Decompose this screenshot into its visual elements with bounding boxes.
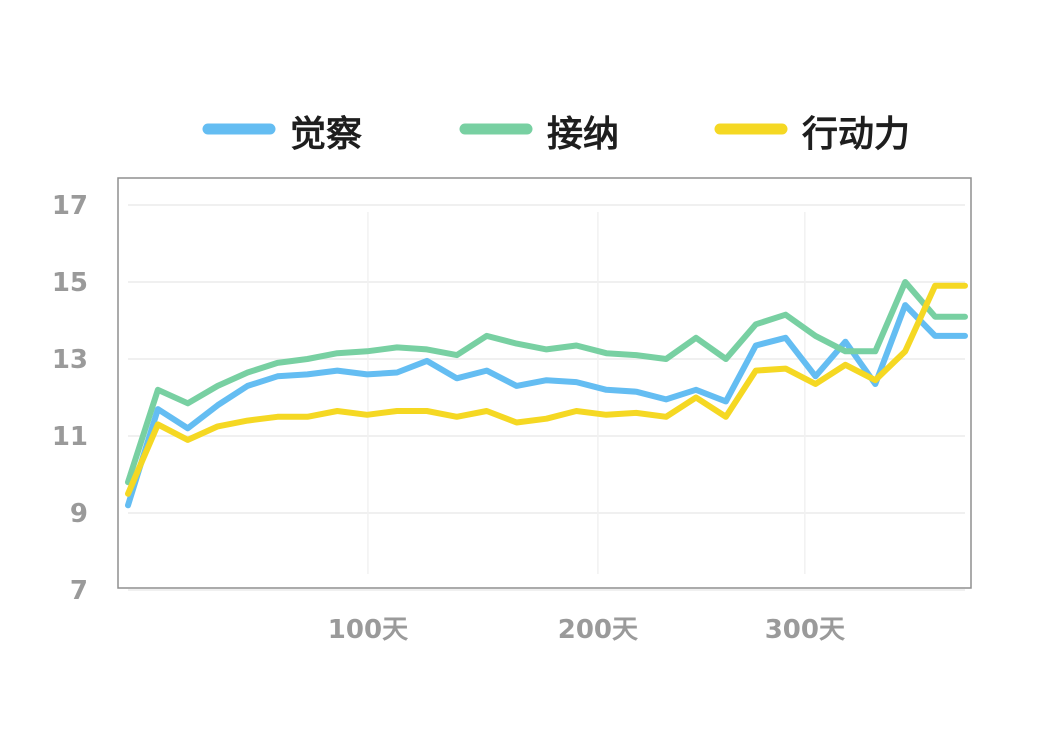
y-tick-label: 13 <box>52 345 88 375</box>
chart-legend: 觉察 接纳 行动力 <box>202 114 910 155</box>
legend-label: 接纳 <box>547 114 619 155</box>
series-line-0 <box>125 302 968 509</box>
x-tick-label: 300天 <box>765 615 845 645</box>
chart-grid <box>128 204 965 591</box>
x-axis: 100天 200天 300天 <box>328 615 845 645</box>
plot-frame <box>117 177 972 589</box>
y-tick-label: 11 <box>52 422 88 452</box>
series-line-1 <box>125 279 968 486</box>
series-lines <box>125 279 968 509</box>
y-axis: 7 9 11 13 15 17 <box>52 191 88 606</box>
legend-label: 行动力 <box>802 114 910 155</box>
legend-label: 觉察 <box>290 114 362 155</box>
x-tick-label: 100天 <box>328 615 408 645</box>
y-tick-label: 17 <box>52 191 88 221</box>
y-tick-label: 15 <box>52 268 88 298</box>
y-tick-label: 7 <box>70 576 88 606</box>
series-line-2 <box>125 282 968 497</box>
y-tick-label: 9 <box>70 499 88 529</box>
x-tick-label: 200天 <box>558 615 638 645</box>
